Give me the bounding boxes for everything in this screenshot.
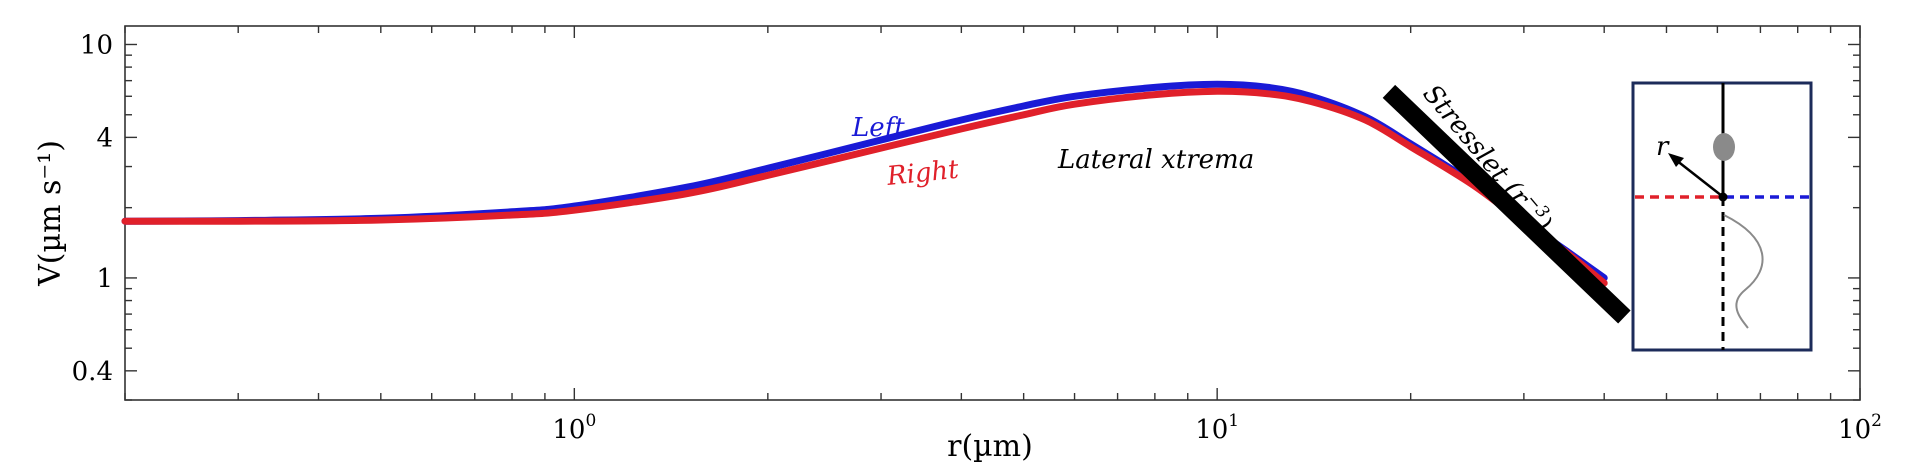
- ticks-layer: [124, 26, 1861, 401]
- lateral-xtrema-label: Lateral xtrema: [1057, 145, 1254, 175]
- inset-r-arrow-head: [1668, 153, 1684, 167]
- x-tick-label: 100: [552, 411, 596, 445]
- series-layer: [121, 80, 1608, 287]
- series-line-right: [121, 87, 1608, 287]
- x-axis-label: r(µm): [947, 429, 1033, 464]
- right-series-label: Right: [885, 155, 961, 192]
- x-tick-exponent: 1: [1228, 411, 1239, 431]
- inset-center-dot: [1718, 192, 1728, 202]
- inset-trajectory: [1723, 214, 1764, 329]
- plot-frame: [124, 25, 1861, 401]
- x-tick-label: 101: [1195, 411, 1239, 445]
- y-tick-label: 1: [96, 264, 113, 294]
- y-tick-label: 4: [96, 123, 113, 153]
- stresslet-reference-line: [1382, 84, 1631, 324]
- x-tick-base: 10: [1195, 415, 1228, 445]
- y-axis-label: V(µm s⁻¹): [33, 140, 68, 287]
- inset-particle: [1713, 133, 1735, 161]
- inset-schematic: r: [1631, 81, 1813, 352]
- left-series-label: Left: [851, 113, 905, 143]
- x-tick-base: 10: [1838, 415, 1871, 445]
- stresslet-layer: [1382, 84, 1631, 324]
- x-tick-exponent: 2: [1871, 411, 1882, 431]
- inset-r-arrow-shaft: [1675, 159, 1723, 197]
- x-tick-exponent: 0: [585, 411, 596, 431]
- y-tick-label: 10: [80, 30, 113, 60]
- x-tick-label: 102: [1838, 411, 1882, 445]
- inset-r-label: r: [1656, 132, 1670, 162]
- x-tick-base: 10: [552, 415, 585, 445]
- y-tick-label: 0.4: [72, 357, 113, 387]
